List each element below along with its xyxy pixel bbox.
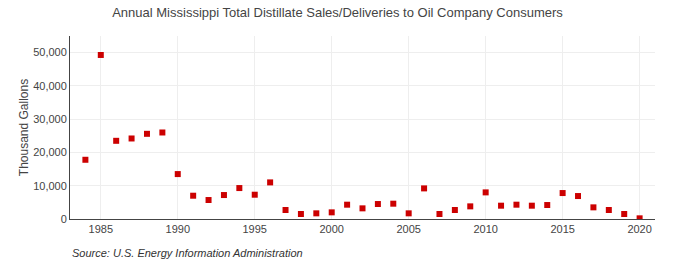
svg-text:2010: 2010 [473, 223, 497, 235]
svg-text:Source: U.S. Energy Informatio: Source: U.S. Energy Information Administ… [72, 247, 303, 259]
svg-text:1995: 1995 [242, 223, 266, 235]
svg-text:30,000: 30,000 [33, 113, 67, 125]
svg-text:40,000: 40,000 [33, 80, 67, 92]
svg-text:Thousand Gallons: Thousand Gallons [17, 79, 31, 176]
svg-text:1985: 1985 [89, 223, 113, 235]
svg-text:50,000: 50,000 [33, 46, 67, 58]
svg-text:2020: 2020 [627, 223, 651, 235]
svg-text:2000: 2000 [319, 223, 343, 235]
svg-text:0: 0 [61, 213, 67, 225]
svg-text:20,000: 20,000 [33, 146, 67, 158]
svg-text:2005: 2005 [396, 223, 420, 235]
svg-text:1990: 1990 [166, 223, 190, 235]
svg-text:2015: 2015 [550, 223, 574, 235]
svg-text:Annual Mississippi Total Disti: Annual Mississippi Total Distillate Sale… [112, 5, 563, 20]
svg-text:10,000: 10,000 [33, 180, 67, 192]
